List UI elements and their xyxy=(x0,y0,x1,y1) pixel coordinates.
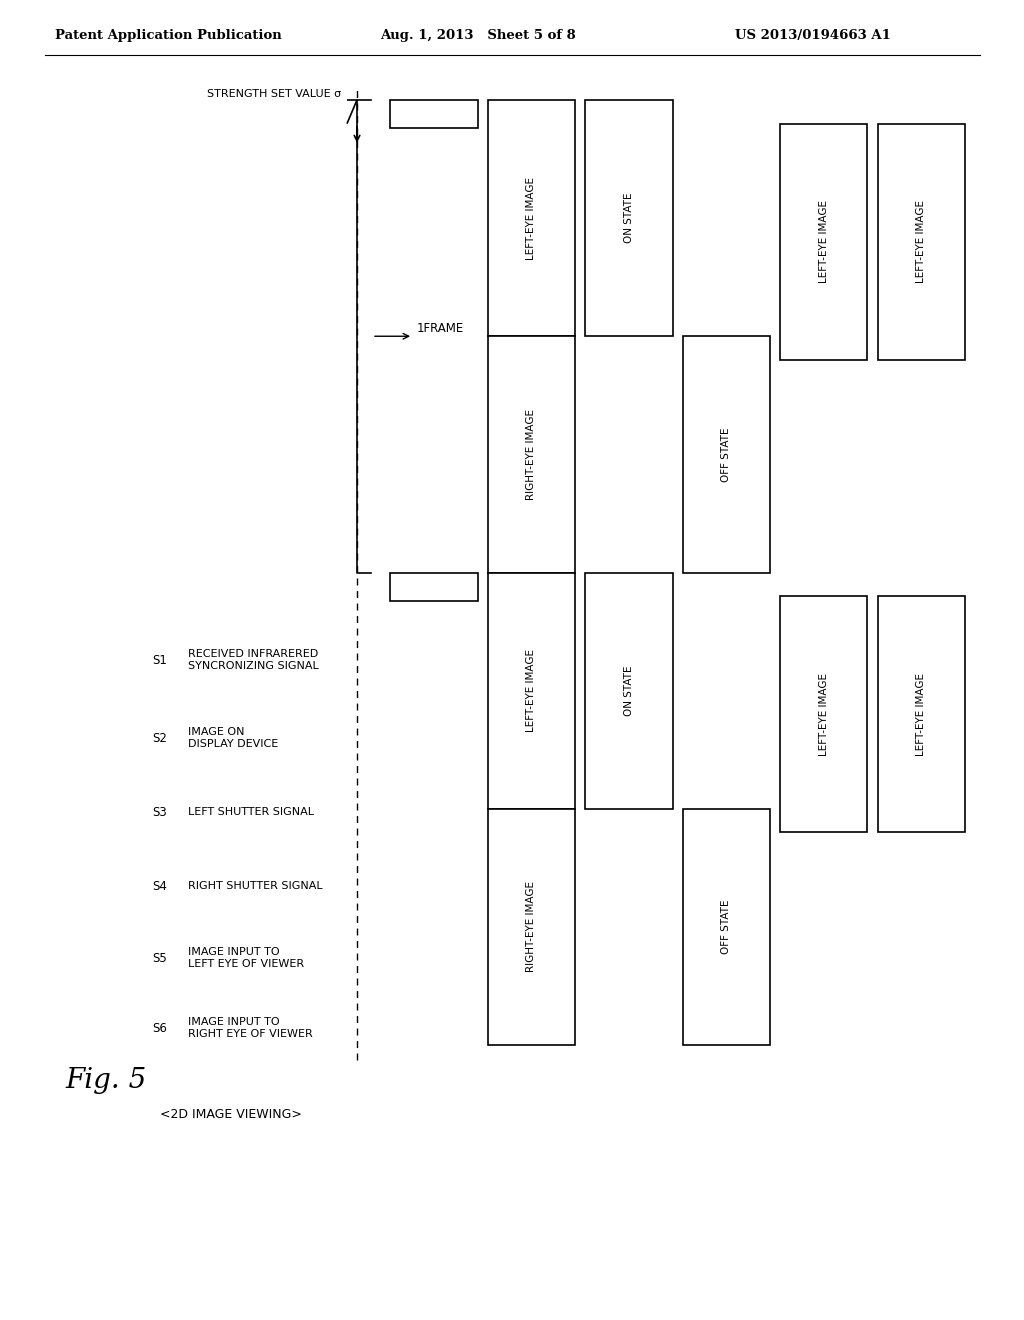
Text: LEFT-EYE IMAGE: LEFT-EYE IMAGE xyxy=(916,201,927,284)
Text: Aug. 1, 2013   Sheet 5 of 8: Aug. 1, 2013 Sheet 5 of 8 xyxy=(380,29,575,41)
Bar xyxy=(487,100,575,337)
Text: Patent Application Publication: Patent Application Publication xyxy=(55,29,282,41)
Text: OFF STATE: OFF STATE xyxy=(721,428,731,482)
Text: RIGHT SHUTTER SIGNAL: RIGHT SHUTTER SIGNAL xyxy=(188,880,323,891)
Text: LEFT-EYE IMAGE: LEFT-EYE IMAGE xyxy=(526,177,537,260)
Text: LEFT-EYE IMAGE: LEFT-EYE IMAGE xyxy=(819,201,828,284)
Text: IMAGE INPUT TO
LEFT EYE OF VIEWER: IMAGE INPUT TO LEFT EYE OF VIEWER xyxy=(188,946,304,969)
Text: Fig. 5: Fig. 5 xyxy=(65,1067,146,1093)
Bar xyxy=(487,337,575,573)
Bar xyxy=(390,573,477,601)
Text: S2: S2 xyxy=(152,731,167,744)
Bar xyxy=(878,124,965,360)
Text: S5: S5 xyxy=(152,952,167,965)
Bar xyxy=(585,100,673,337)
Text: IMAGE INPUT TO
RIGHT EYE OF VIEWER: IMAGE INPUT TO RIGHT EYE OF VIEWER xyxy=(188,1016,312,1039)
Text: LEFT-EYE IMAGE: LEFT-EYE IMAGE xyxy=(819,673,828,756)
Text: LEFT-EYE IMAGE: LEFT-EYE IMAGE xyxy=(916,673,927,756)
Text: OFF STATE: OFF STATE xyxy=(721,900,731,954)
Text: ON STATE: ON STATE xyxy=(624,193,634,243)
Bar xyxy=(683,337,770,573)
Bar xyxy=(780,124,867,360)
Text: S6: S6 xyxy=(152,1022,167,1035)
Text: RECEIVED INFRARERED
SYNCRONIZING SIGNAL: RECEIVED INFRARERED SYNCRONIZING SIGNAL xyxy=(188,648,318,672)
Text: LEFT SHUTTER SIGNAL: LEFT SHUTTER SIGNAL xyxy=(188,807,314,817)
Bar xyxy=(487,809,575,1045)
Text: STRENGTH SET VALUE σ: STRENGTH SET VALUE σ xyxy=(207,88,341,99)
Text: ON STATE: ON STATE xyxy=(624,665,634,715)
Bar xyxy=(487,573,575,809)
Text: LEFT-EYE IMAGE: LEFT-EYE IMAGE xyxy=(526,649,537,733)
Text: S4: S4 xyxy=(152,879,167,892)
Text: RIGHT-EYE IMAGE: RIGHT-EYE IMAGE xyxy=(526,882,537,973)
Bar xyxy=(390,100,477,128)
Bar xyxy=(585,573,673,809)
Text: 1FRAME: 1FRAME xyxy=(417,322,464,335)
Bar xyxy=(683,809,770,1045)
Bar xyxy=(780,597,867,833)
Text: RIGHT-EYE IMAGE: RIGHT-EYE IMAGE xyxy=(526,409,537,500)
Text: S1: S1 xyxy=(152,653,167,667)
Text: S3: S3 xyxy=(152,805,167,818)
Bar xyxy=(878,597,965,833)
Text: US 2013/0194663 A1: US 2013/0194663 A1 xyxy=(735,29,891,41)
Text: IMAGE ON
DISPLAY DEVICE: IMAGE ON DISPLAY DEVICE xyxy=(188,726,279,750)
Text: <2D IMAGE VIEWING>: <2D IMAGE VIEWING> xyxy=(160,1109,302,1122)
